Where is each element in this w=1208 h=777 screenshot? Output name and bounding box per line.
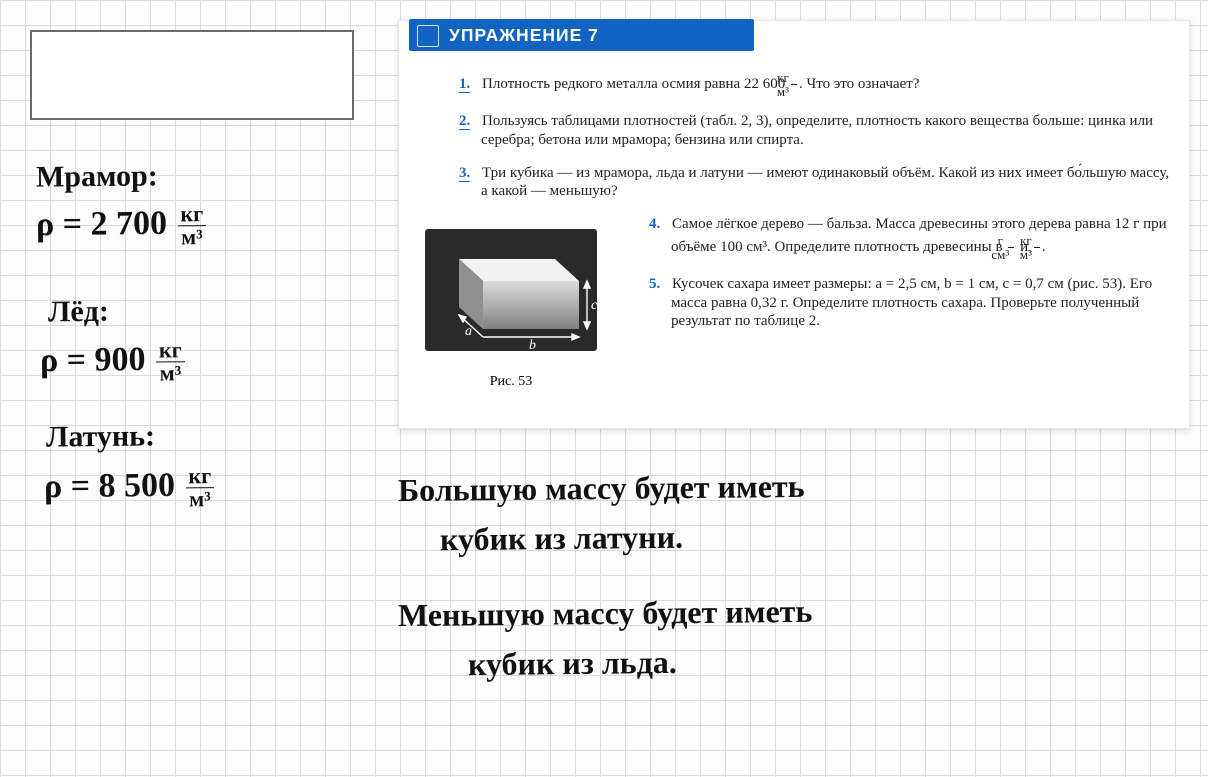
hw-answer2-line1: Меньшую массу будет иметь xyxy=(398,593,813,634)
textbook-clipping: УПРАЖНЕНИЕ 7 1. Плотность редкого металл… xyxy=(398,20,1190,429)
dim-a: a xyxy=(465,324,472,339)
dim-c: c xyxy=(591,298,598,313)
exercise-text-3: Три кубика — из мрамора, льда и латуни —… xyxy=(481,165,1169,200)
unit-kg: кг xyxy=(791,71,797,85)
hw-marble-label: Мрамор: xyxy=(36,159,158,194)
figure-53: a b c Рис. 53 xyxy=(421,225,601,395)
hw-ice-label: Лёд: xyxy=(48,295,109,330)
exercise-item-1: 1. Плотность редкого металла осмия равна… xyxy=(459,71,1173,98)
exercise-header: УПРАЖНЕНИЕ 7 xyxy=(409,19,754,51)
exercise-item-5: 5. Кусочек сахара имеет размеры: a = 2,5… xyxy=(649,275,1173,331)
name-box xyxy=(30,30,354,120)
cuboid-icon: a b c xyxy=(421,225,601,365)
hw-answer2-line2: кубик из льда. xyxy=(468,644,677,683)
hw-marble-rho: ρ = 2 700 кгм³ xyxy=(36,203,209,250)
hw-answer1-line2: кубик из латуни. xyxy=(440,519,683,559)
exercise-title: УПРАЖНЕНИЕ 7 xyxy=(449,25,599,45)
exercise-text-5: Кусочек сахара имеет размеры: a = 2,5 см… xyxy=(671,276,1152,330)
hw-answer1-line1: Большую массу будет иметь xyxy=(398,468,805,509)
dim-b: b xyxy=(529,338,536,353)
exercise-text-2: Пользуясь таблицами плотностей (табл. 2,… xyxy=(481,113,1153,148)
hw-brass-rho: ρ = 8 500 кгм³ xyxy=(44,465,217,512)
figure-caption: Рис. 53 xyxy=(421,374,601,390)
hw-ice-rho: ρ = 900 кгм³ xyxy=(40,339,187,386)
header-icon xyxy=(417,25,439,47)
exercise-item-3: 3. Три кубика — из мрамора, льда и латун… xyxy=(459,164,1173,202)
exercise-item-2: 2. Пользуясь таблицами плотностей (табл.… xyxy=(459,112,1173,150)
unit-m3: м³ xyxy=(791,85,797,98)
exercise-item-4: 4. Самое лёгкое дерево — бальза. Масса д… xyxy=(649,215,1173,261)
hw-brass-label: Латунь: xyxy=(46,419,155,454)
